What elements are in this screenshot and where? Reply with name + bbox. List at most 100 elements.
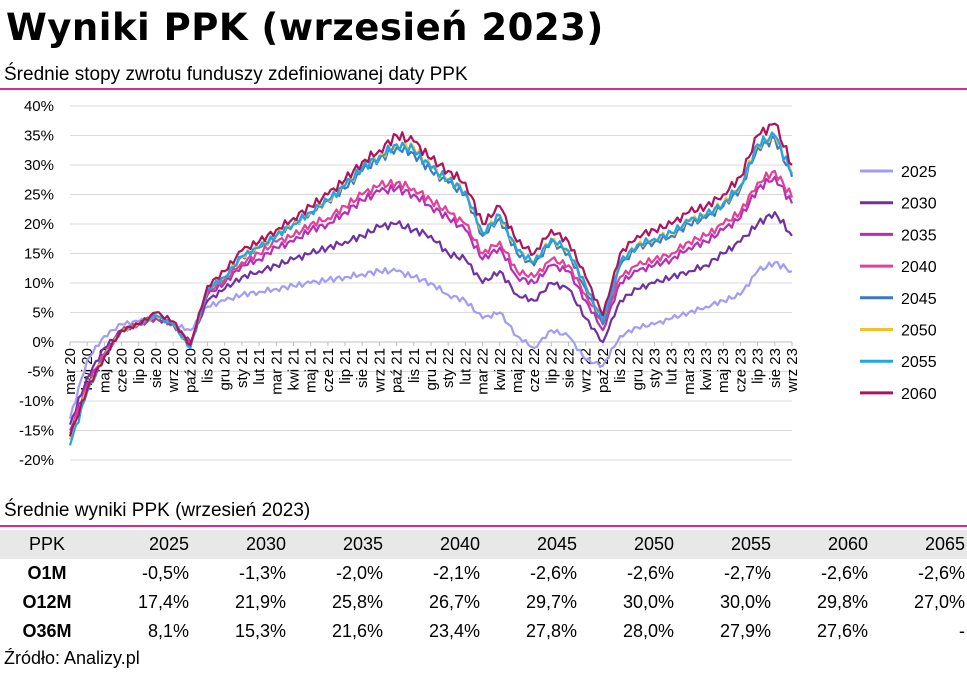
page-title: Wyniki PPK (wrzesień 2023) (6, 6, 604, 49)
table-cell: 29,7% (525, 592, 577, 612)
header-cell: 2040 (439, 534, 480, 554)
table-cell: 17,4% (137, 592, 189, 612)
y-tick-label: -20% (19, 452, 54, 469)
x-tick-label: sie 22 (561, 348, 578, 388)
x-tick-label: sty 22 (440, 348, 457, 388)
x-tick-label: lip 21 (337, 348, 354, 384)
header-cell: 2030 (245, 534, 286, 554)
table-row: O12M 17,4% 21,9% 25,8% 26,7% 29,7% 30,0%… (0, 588, 967, 617)
x-tick-label: lis 21 (406, 348, 423, 383)
legend-label: 2050 (901, 323, 937, 340)
series-lines (68, 122, 794, 446)
y-tick-label: -15% (19, 423, 54, 440)
x-tick-label: kwi 21 (285, 348, 302, 391)
table-title: Średnie wyniki PPK (wrzesień 2023) (4, 500, 311, 521)
y-tick-label: -10% (19, 393, 54, 410)
x-tick-label: gru 21 (423, 348, 440, 391)
x-tick-label: lut 22 (457, 348, 474, 385)
x-tick-label: sty 23 (646, 348, 663, 388)
x-tick-label: paź 20 (182, 348, 199, 393)
x-tick-label: kwi 22 (492, 348, 509, 391)
x-tick-label: gru 22 (629, 348, 646, 391)
header-cell: 2035 (342, 534, 383, 554)
table-cell: 30,0% (719, 592, 771, 612)
x-tick-label: cze 21 (320, 348, 337, 392)
table-cell: -0,5% (141, 563, 189, 583)
row-label: O12M (22, 592, 72, 612)
y-tick-label: -5% (27, 364, 54, 381)
table-cell: - (959, 621, 965, 641)
x-tick-label: maj 22 (509, 348, 526, 393)
x-tick-label: maj 21 (303, 348, 320, 393)
x-tick-label: lut 23 (664, 348, 681, 385)
table-cell: 21,9% (234, 592, 286, 612)
row-label: O1M (27, 563, 67, 583)
x-tick-label: sie 20 (148, 348, 165, 388)
x-tick-label: kwi 23 (698, 348, 715, 391)
source-note: Źródło: Analizy.pl (4, 648, 140, 668)
table-cell: 27,8% (525, 621, 577, 641)
table-cell: 30,0% (622, 592, 674, 612)
legend-label: 2060 (901, 386, 937, 403)
series-line-2025 (68, 261, 793, 419)
y-tick-label: 10% (24, 275, 54, 292)
header-cell: 2060 (827, 534, 868, 554)
x-tick-label: lip 20 (131, 348, 148, 384)
table-header-row: PPK 2025 2030 2035 2040 2045 2050 2055 2… (0, 530, 967, 559)
x-tick-label: mar 21 (268, 348, 285, 395)
x-tick-label: lip 22 (543, 348, 560, 384)
x-tick-label: gru 20 (217, 348, 234, 391)
table-cell: 15,3% (234, 621, 286, 641)
table-cell: -2,7% (723, 563, 771, 583)
x-tick-label: cze 20 (114, 348, 131, 392)
x-tick-label: lut 21 (251, 348, 268, 385)
chart-legend: 2025 2030 2035 2040 2045 2050 2055 2060 (860, 164, 937, 403)
series-line-2055 (68, 131, 793, 446)
divider (0, 88, 967, 90)
y-tick-label: 25% (24, 187, 54, 204)
table-cell: -1,3% (238, 563, 286, 583)
y-axis-ticks: 40% 35% 30% 25% 20% 15% 10% 5% 0% -5% -10% -15% -20% (19, 98, 54, 469)
legend-label: 2055 (901, 354, 937, 371)
table-cell: 27,9% (719, 621, 771, 641)
table-cell: 28,0% (622, 621, 674, 641)
table-cell: 8,1% (147, 621, 189, 641)
x-tick-label: lip 23 (750, 348, 767, 384)
y-tick-label: 30% (24, 157, 54, 174)
chart-subtitle: Średnie stopy zwrotu funduszy zdefiniowa… (4, 64, 468, 85)
series-line-2060 (68, 122, 793, 437)
table-cell: 26,7% (428, 592, 480, 612)
row-label: O36M (22, 621, 72, 641)
table-row: O1M -0,5% -1,3% -2,0% -2,1% -2,6% -2,6% … (0, 559, 967, 588)
legend-label: 2030 (901, 196, 937, 213)
header-cell: 2045 (536, 534, 577, 554)
header-cell: 2055 (730, 534, 771, 554)
y-tick-label: 20% (24, 216, 54, 233)
x-tick-label: maj 23 (715, 348, 732, 393)
x-tick-label: lis 20 (200, 348, 217, 383)
table-cell: 29,8% (816, 592, 868, 612)
x-axis-ticks: mar 20 kwi 20 maj 20 cze 20 lip 20 sie 20 wrz … (62, 342, 801, 395)
y-tick-label: 5% (32, 305, 54, 322)
x-tick-label: paź 21 (389, 348, 406, 393)
header-cell: 2050 (633, 534, 674, 554)
table-cell: 27,0% (913, 592, 965, 612)
table-cell: -2,6% (626, 563, 674, 583)
table-cell: 25,8% (331, 592, 383, 612)
table-cell: -2,6% (820, 563, 868, 583)
y-tick-label: 40% (24, 98, 54, 115)
y-tick-label: 0% (32, 334, 54, 351)
x-tick-label: wrz 22 (578, 348, 595, 393)
results-table: PPK 2025 2030 2035 2040 2045 2050 2055 2… (0, 530, 967, 646)
table-row: O36M 8,1% 15,3% 21,6% 23,4% 27,8% 28,0% … (0, 617, 967, 646)
table-cell: 21,6% (331, 621, 383, 641)
header-cell: PPK (28, 534, 66, 554)
x-tick-label: wrz 23 (784, 348, 801, 393)
divider (0, 525, 967, 527)
table-cell: 23,4% (428, 621, 480, 641)
header-cell: 2025 (148, 534, 189, 554)
table-cell: -2,6% (917, 563, 965, 583)
x-tick-label: wrz 20 (165, 348, 182, 393)
legend-label: 2040 (901, 259, 937, 276)
x-tick-label: wrz 21 (371, 348, 388, 393)
